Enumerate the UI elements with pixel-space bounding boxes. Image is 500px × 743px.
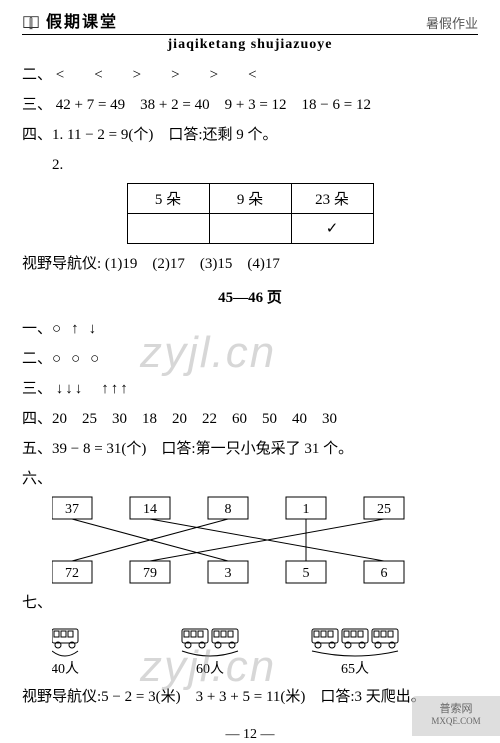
table-cell: ✓ (291, 214, 373, 244)
section-3-label: 三、 (22, 97, 52, 113)
subtitle: 暑假作业 (426, 13, 478, 32)
nav-2: 视野导航仪:5 − 2 = 3(米) 3 + 3 + 5 = 11(米) 口答:… (22, 685, 478, 709)
table-cell (209, 214, 291, 244)
svg-text:1: 1 (303, 502, 310, 517)
svg-text:25: 25 (377, 502, 391, 517)
pinyin: jiaqiketang shujiazuoye (22, 37, 478, 53)
svg-text:40人: 40人 (52, 661, 79, 677)
corner-l1: 普索网 (412, 700, 500, 716)
q1-label: 一、 (22, 321, 52, 337)
page-range: 45—46 页 (22, 286, 478, 307)
q1: 一、○↑↓ (22, 317, 478, 341)
q5: 五、39 − 8 = 31(个) 口答:第一只小兔采了 31 个。 (22, 437, 478, 461)
svg-text:14: 14 (143, 502, 157, 517)
q4: 四、20 25 30 18 20 22 60 50 40 30 (22, 407, 478, 431)
q4-label: 四、 (22, 411, 52, 427)
title: 假期课堂 (46, 8, 118, 32)
svg-text:3: 3 (225, 566, 232, 581)
nav-1: 视野导航仪: (1)19 (2)17 (3)15 (4)17 (22, 252, 478, 276)
q3: 三、 ↓↓↓ ↑↑↑ (22, 377, 478, 401)
section-4-p2: 2. (22, 153, 478, 177)
section-4-p1: 1. 11 − 2 = 9(个) 口答:还剩 9 个。 (52, 127, 278, 143)
q5-label: 五、 (22, 441, 52, 457)
svg-text:5: 5 (303, 566, 310, 581)
page-number: — 12 — (22, 727, 478, 743)
table-cell: 23 朵 (291, 184, 373, 214)
q6-label-row: 六、 (22, 467, 478, 491)
svg-text:37: 37 (65, 502, 79, 517)
section-4-label: 四、 (22, 127, 52, 143)
q3-label: 三、 (22, 381, 52, 397)
q7-label-row: 七、 (22, 591, 478, 615)
q7-label: 七、 (22, 595, 52, 611)
nav2-text: 5 − 2 = 3(米) 3 + 3 + 5 = 11(米) 口答:3 天爬出。 (101, 689, 426, 705)
book-icon (22, 14, 40, 32)
q6-label: 六、 (22, 471, 52, 487)
q2: 二、○○○ (22, 347, 478, 371)
corner-badge: 普索网 MXQE.COM (412, 696, 500, 736)
section-4: 四、1. 11 − 2 = 9(个) 口答:还剩 9 个。 (22, 123, 478, 147)
bus-diagram: 40人 60人 65人 (52, 617, 452, 679)
svg-text:60人: 60人 (196, 661, 224, 677)
matching-diagram: 37 14 8 1 25 72 79 3 5 6 (52, 495, 452, 585)
section-3: 三、 42 + 7 = 49 38 + 2 = 40 9 + 3 = 12 18… (22, 93, 478, 117)
q2-label: 二、 (22, 351, 52, 367)
corner-l2: MXQE.COM (412, 716, 500, 726)
svg-text:65人: 65人 (341, 661, 369, 677)
section-2-label: 二、 (22, 67, 52, 83)
flower-table: 5 朵 9 朵 23 朵 ✓ (127, 183, 374, 244)
section-2: 二、 < < > > > < (22, 63, 478, 87)
table-cell: 5 朵 (127, 184, 209, 214)
page-header: 假期课堂 暑假作业 (22, 8, 478, 35)
svg-text:72: 72 (65, 566, 79, 581)
svg-text:79: 79 (143, 566, 157, 581)
svg-text:6: 6 (381, 566, 388, 581)
nav-label: 视野导航仪: (22, 256, 101, 272)
nav-label: 视野导航仪: (22, 689, 101, 705)
svg-text:8: 8 (225, 502, 232, 517)
table-cell (127, 214, 209, 244)
table-cell: 9 朵 (209, 184, 291, 214)
q5-text: 39 − 8 = 31(个) 口答:第一只小兔采了 31 个。 (52, 441, 353, 457)
